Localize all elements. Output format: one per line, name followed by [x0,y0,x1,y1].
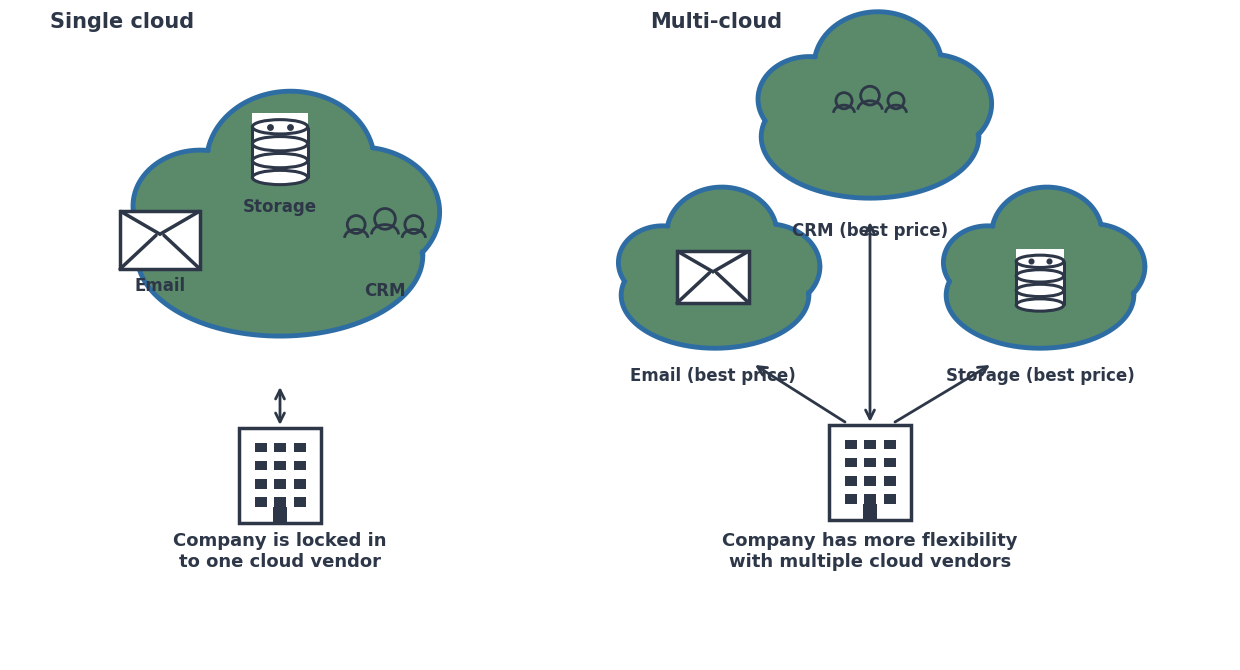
Bar [253,113,308,178]
Bar [884,458,897,468]
Bar [864,458,877,468]
Bar [677,251,749,303]
Bar [273,507,288,523]
Ellipse shape [715,224,820,310]
Bar [274,478,286,488]
Ellipse shape [207,91,374,234]
Ellipse shape [761,76,978,198]
Bar [863,505,878,519]
Ellipse shape [1017,299,1064,311]
Ellipse shape [758,56,861,141]
Text: Single cloud: Single cloud [50,12,195,32]
Bar [844,494,857,504]
Bar [864,440,877,450]
Ellipse shape [253,170,308,185]
Bar [884,440,897,450]
Ellipse shape [138,175,423,336]
Bar [884,494,897,504]
Bar [294,442,306,452]
Text: Multi-cloud: Multi-cloud [650,12,782,32]
Bar [120,211,200,269]
Ellipse shape [619,226,707,299]
Text: Email: Email [134,277,186,295]
Bar [274,442,286,452]
Ellipse shape [280,147,440,277]
Bar [239,427,321,523]
Bar [677,251,749,303]
Bar [844,476,857,486]
Ellipse shape [813,11,942,121]
Ellipse shape [1017,270,1064,282]
Ellipse shape [253,137,308,151]
Text: Storage: Storage [243,198,317,216]
Text: Email (best price): Email (best price) [630,367,796,385]
Bar [254,442,267,452]
Ellipse shape [621,242,808,348]
Bar [294,478,306,488]
Bar [274,460,286,470]
Bar [844,458,857,468]
Text: CRM (best price): CRM (best price) [792,222,949,240]
Bar [120,211,200,269]
Ellipse shape [667,187,777,281]
Ellipse shape [1017,255,1064,267]
Text: CRM: CRM [365,282,405,300]
Ellipse shape [946,242,1133,348]
Ellipse shape [992,187,1102,281]
Bar [1017,249,1064,305]
Ellipse shape [133,150,268,262]
Bar [864,476,877,486]
Ellipse shape [253,120,308,134]
Bar [864,494,877,504]
Ellipse shape [253,153,308,168]
Bar [254,460,267,470]
Bar [294,496,306,507]
Text: Company is locked in
to one cloud vendor: Company is locked in to one cloud vendor [174,532,387,571]
Bar [830,425,911,519]
Text: Company has more flexibility
with multiple cloud vendors: Company has more flexibility with multip… [722,532,1018,571]
Ellipse shape [944,226,1032,299]
Bar [274,496,286,507]
Bar [294,460,306,470]
Bar [254,478,267,488]
Bar [884,476,897,486]
Ellipse shape [870,54,992,153]
Bar [254,496,267,507]
Bar [844,440,857,450]
Ellipse shape [1017,284,1064,297]
Text: Storage (best price): Storage (best price) [946,367,1135,385]
Ellipse shape [1040,224,1145,310]
